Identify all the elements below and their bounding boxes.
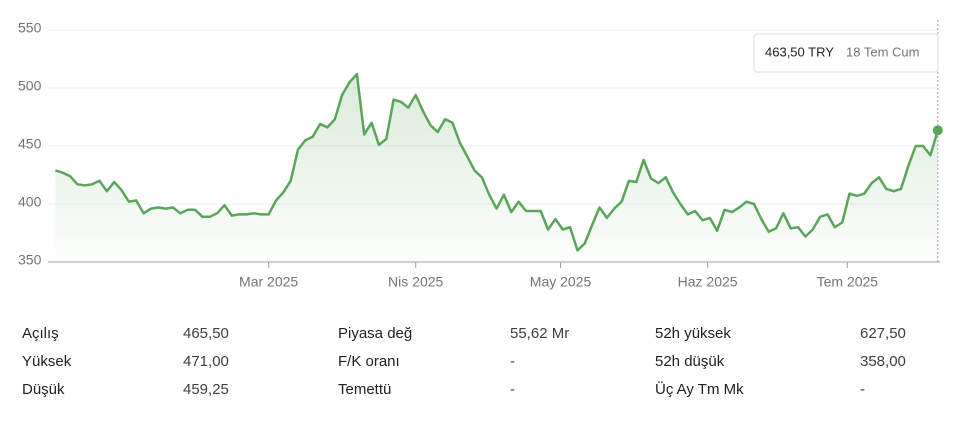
stat-label: Açılış — [22, 325, 59, 342]
tooltip-date: 18 Tem Cum — [846, 44, 919, 59]
x-tick-label: May 2025 — [530, 274, 592, 290]
stat-value: 627,50 — [860, 325, 906, 342]
tooltip-price: 463,50 TRY — [765, 44, 834, 59]
stat-value: 55,62 Mr — [510, 325, 570, 342]
stat-value: - — [510, 381, 515, 398]
last-point — [932, 125, 943, 136]
stat-value: 465,50 — [183, 325, 229, 342]
y-tick-label: 450 — [18, 136, 42, 152]
y-tick-label: 400 — [18, 194, 42, 210]
x-tick-label: Nis 2025 — [388, 274, 443, 290]
area — [55, 74, 938, 262]
x-tick-label: Haz 2025 — [678, 274, 738, 290]
stat-label: Temettü — [338, 381, 392, 398]
stat-label: 52h yüksek — [655, 325, 731, 342]
y-tick-label: 550 — [18, 20, 42, 36]
stat-label: 52h düşük — [655, 353, 725, 370]
stat-value: - — [510, 353, 515, 370]
stat-label: F/K oranı — [338, 353, 400, 370]
stat-label: Düşük — [22, 381, 65, 398]
stat-label: Piyasa değ — [338, 325, 413, 342]
chart: 350 400 450 500 550 Mar 2025 Nis 2025 May 2025 H… — [18, 20, 943, 290]
stat-value: 471,00 — [183, 353, 229, 370]
stat-label: Üç Ay Tm Mk — [655, 381, 744, 398]
x-tick-label: Tem 2025 — [817, 274, 879, 290]
stat-label: Yüksek — [22, 353, 72, 370]
stat-value: 358,00 — [860, 353, 906, 370]
stat-value: 459,25 — [183, 381, 229, 398]
price-line — [55, 72, 939, 252]
x-tick-label: Mar 2025 — [239, 274, 298, 290]
stat-value: - — [860, 381, 865, 398]
y-tick-label: 500 — [18, 78, 42, 94]
y-tick-label: 350 — [18, 252, 42, 268]
tooltip-box — [753, 33, 939, 73]
